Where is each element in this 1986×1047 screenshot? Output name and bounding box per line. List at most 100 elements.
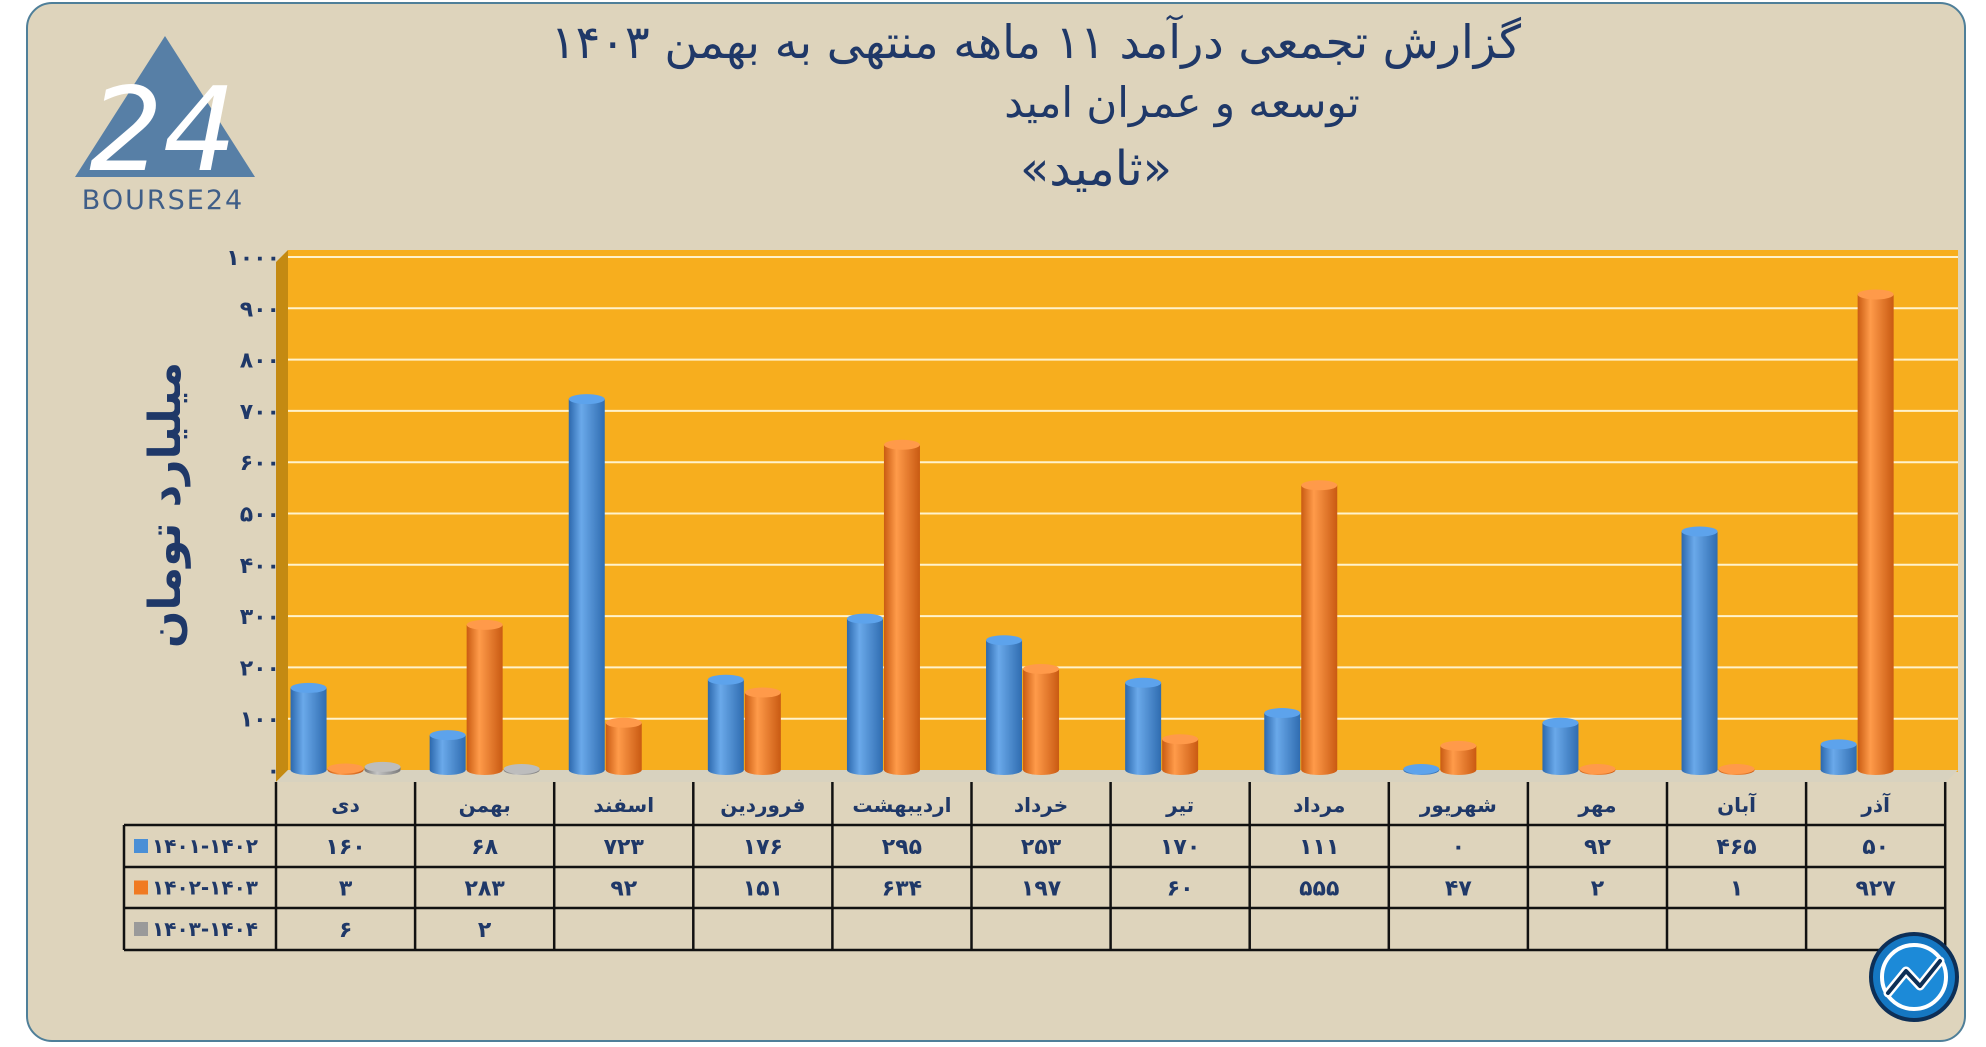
bar-top <box>1023 663 1060 674</box>
category-label: بهمن <box>459 793 511 817</box>
plot-background <box>288 250 1958 772</box>
category-label: دی <box>331 793 360 817</box>
bar-top <box>327 763 364 774</box>
legend-swatch <box>134 922 148 936</box>
y-tick-label: ۱۰۰۰ <box>226 246 280 271</box>
bar-top <box>466 619 503 630</box>
bar-body <box>605 722 642 775</box>
bar-top <box>1403 764 1440 774</box>
bar-top <box>1857 289 1894 300</box>
data-label: ۲۸۳ <box>465 877 506 902</box>
chart-title: گزارش تجمعی درآمد ۱۱ ماهه منتهی به بهمن … <box>551 15 1521 70</box>
bar-body <box>986 640 1023 775</box>
data-label: ۱۶۰ <box>325 835 365 860</box>
bar-body <box>883 444 920 775</box>
logo-mark: 24 <box>89 63 237 198</box>
bar-top <box>290 682 327 693</box>
plot-side-wall <box>276 250 288 782</box>
data-label: ۴۶۵ <box>1716 835 1756 860</box>
category-label: آبان <box>1717 792 1757 817</box>
data-label: ۷۲۳ <box>604 835 645 860</box>
category-label: اسفند <box>593 793 654 817</box>
category-label: مرداد <box>1293 793 1345 817</box>
y-tick-label: ۸۰۰ <box>240 349 280 374</box>
y-axis-label: میلیارد تومان <box>140 362 191 648</box>
y-tick-label: ۵۰۰ <box>240 503 280 528</box>
bar-body <box>1857 294 1894 775</box>
bar-1 <box>1264 708 1301 775</box>
y-tick-label: ۳۰۰ <box>240 605 280 630</box>
category-label: آذر <box>1860 792 1891 817</box>
logo-brand-text: BOURSE24 <box>82 185 244 216</box>
bar-2 <box>1579 763 1616 775</box>
bar-body <box>1162 739 1199 775</box>
bar-1 <box>986 635 1023 775</box>
y-tick-label: ۹۰۰ <box>240 297 280 322</box>
data-label: ۱ <box>1730 877 1743 902</box>
bar-top <box>1440 740 1477 751</box>
data-label: ۲ <box>478 918 492 943</box>
bar-3 <box>503 763 540 775</box>
bar-top <box>707 674 744 685</box>
y-tick-label: ۴۰۰ <box>240 554 280 579</box>
bar-body <box>1820 744 1857 775</box>
data-label: ۲۹۵ <box>882 835 922 860</box>
data-label: ۱۷۰ <box>1160 835 1200 860</box>
bar-body <box>466 624 503 775</box>
bar-top <box>846 613 883 624</box>
category-label: مهر <box>1577 793 1616 817</box>
data-label: ۱۷۶ <box>743 835 783 860</box>
bar-top <box>605 717 642 728</box>
bar-1 <box>846 613 883 775</box>
bar-1 <box>568 394 605 775</box>
trend-icon <box>1869 932 1959 1022</box>
data-label: ۶۸ <box>471 835 498 860</box>
gridlines <box>288 256 1958 720</box>
bar-top <box>883 439 920 450</box>
bar-body <box>1125 682 1162 775</box>
bar-3 <box>364 761 401 775</box>
bar-body <box>290 687 327 775</box>
data-label: ۵۰ <box>1862 835 1889 860</box>
bar-top <box>1820 739 1857 750</box>
bar-2 <box>1023 663 1060 776</box>
y-tick-label: ۷۰۰ <box>240 400 280 425</box>
category-label: فروردین <box>720 793 805 817</box>
bar-top <box>1301 480 1338 491</box>
data-label: ۴۷ <box>1445 877 1472 902</box>
data-label: ۹۲ <box>1584 835 1611 860</box>
bar-top <box>429 730 466 741</box>
legend-swatch <box>134 839 148 853</box>
category-label: اردیبهشت <box>852 793 951 817</box>
bar-body <box>429 735 466 775</box>
plot-area <box>276 250 1958 782</box>
bar-1 <box>1820 739 1857 775</box>
category-label: تیر <box>1165 793 1194 817</box>
bar-top <box>744 687 781 698</box>
bar-body <box>1301 485 1338 775</box>
bar-body <box>1542 722 1579 775</box>
data-label: ۹۲۷ <box>1856 877 1897 902</box>
bar-1 <box>1403 764 1440 775</box>
bar-body <box>568 399 605 775</box>
bar-top <box>1162 734 1199 745</box>
y-tick-label: ۶۰۰ <box>240 451 280 476</box>
category-label: شهریور <box>1419 793 1497 817</box>
bar-body <box>1264 713 1301 775</box>
y-tick-label: ۱۰۰ <box>240 708 280 733</box>
data-label: ۱۱۱ <box>1299 835 1339 860</box>
data-label: ۰ <box>1452 835 1465 860</box>
bar-top <box>986 635 1023 646</box>
legend-label: ۱۴۰۲-۱۴۰۳ <box>152 876 258 900</box>
data-table: دی بهمن اسفند فروردین اردیبهشت خرداد تیر مرداد ش… <box>122 782 1947 952</box>
bar-2 <box>327 763 364 775</box>
bar-top <box>1125 677 1162 688</box>
bar-top <box>1681 526 1718 537</box>
bar-top <box>568 394 605 405</box>
bar-top <box>1542 717 1579 728</box>
bar-top <box>503 763 540 774</box>
bar-2 <box>1440 740 1477 775</box>
bar-1 <box>429 730 466 775</box>
y-tick-label: ۰ <box>267 759 280 784</box>
bar-1 <box>707 674 744 775</box>
